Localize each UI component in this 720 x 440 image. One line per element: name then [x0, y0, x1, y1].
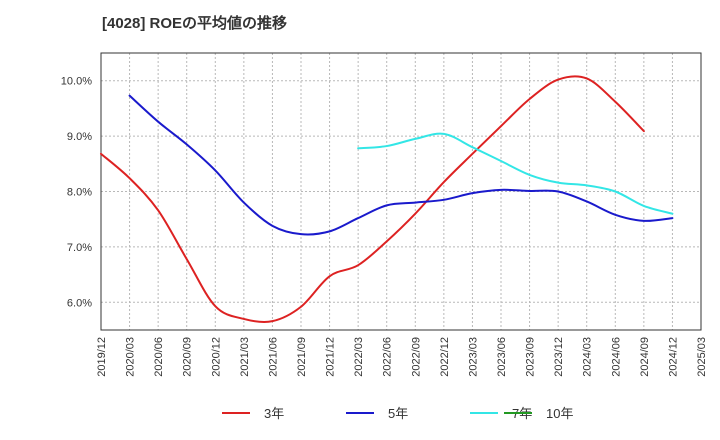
x-tick-label: 2021/09: [296, 337, 308, 377]
x-tick-label: 2025/03: [696, 337, 708, 377]
chart-title: [4028] ROEの平均値の推移: [102, 15, 288, 32]
y-tick-label: 8.0%: [67, 187, 92, 199]
y-tick-label: 6.0%: [67, 297, 92, 309]
legend-label-3: 10年: [546, 406, 573, 421]
y-tick-label: 9.0%: [67, 131, 92, 143]
series-line-0: [100, 75, 645, 323]
x-tick-label: 2019/12: [96, 337, 108, 377]
grid-lines: [100, 53, 702, 330]
x-tick-label: 2021/12: [325, 337, 337, 377]
legend-label-1: 5年: [388, 406, 408, 421]
plot-frame: [100, 52, 702, 331]
x-tick-label: 2020/09: [182, 337, 194, 377]
x-tick-label: 2022/06: [382, 337, 394, 377]
y-axis-ticks: 6.0% 7.0% 8.0% 9.0% 10.0%: [61, 76, 92, 310]
x-tick-label: 2021/06: [267, 337, 279, 377]
x-tick-label: 2023/03: [467, 337, 479, 377]
x-tick-label: 2022/12: [439, 337, 451, 377]
x-tick-label: 2020/06: [153, 337, 165, 377]
y-tick-label: 10.0%: [61, 76, 92, 88]
x-tick-label: 2024/06: [610, 337, 622, 377]
x-tick-label: 2023/06: [496, 337, 508, 377]
x-tick-label: 2023/09: [525, 337, 537, 377]
x-tick-label: 2024/09: [639, 337, 651, 377]
series-line-1: [128, 94, 674, 236]
x-tick-label: 2024/12: [667, 337, 679, 377]
series-lines: [100, 75, 674, 323]
legend-label-0: 3年: [264, 406, 284, 421]
y-tick-label: 7.0%: [67, 242, 92, 254]
x-tick-label: 2021/03: [239, 337, 251, 377]
x-tick-label: 2020/12: [210, 337, 222, 377]
legend: 3年 5年 7年 10年: [222, 406, 573, 421]
x-tick-label: 2023/12: [553, 337, 565, 377]
x-axis-ticks: 2019/12 2020/03 2020/06 2020/09 2020/12 2021/…: [96, 337, 708, 377]
x-tick-label: 2022/03: [353, 337, 365, 377]
x-tick-label: 2024/03: [582, 337, 594, 377]
series-line-2: [357, 132, 674, 215]
x-tick-label: 2020/03: [125, 337, 137, 377]
x-tick-label: 2022/09: [410, 337, 422, 377]
